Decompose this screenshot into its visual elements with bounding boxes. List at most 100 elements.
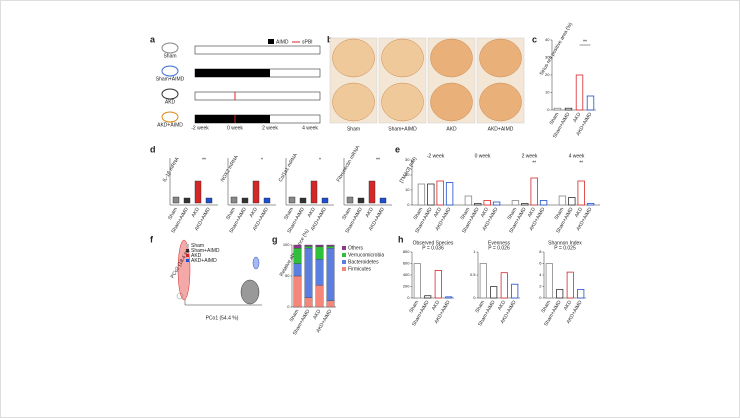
y-tick-label: 400 xyxy=(403,272,410,277)
y-tick-label: 1 xyxy=(473,249,476,254)
end: AKD xyxy=(191,206,202,218)
y-tick-label: 2 xyxy=(539,284,542,289)
bar-segment xyxy=(304,244,313,247)
legend-swatch xyxy=(186,244,189,247)
y-tick-label: 0 xyxy=(473,295,476,300)
tissue xyxy=(479,82,522,122)
bar-segment xyxy=(326,246,335,249)
bar xyxy=(464,195,473,206)
end: AKD xyxy=(527,206,538,218)
end: AKD xyxy=(365,206,376,218)
end: Sham xyxy=(549,112,561,126)
panel-label: g xyxy=(272,234,278,244)
bar xyxy=(564,107,573,111)
legend-swatch xyxy=(186,254,189,257)
box xyxy=(183,197,191,204)
bar xyxy=(558,195,567,206)
bar-segment xyxy=(304,247,313,298)
bar xyxy=(545,263,553,299)
bar xyxy=(417,183,426,206)
bar xyxy=(490,286,498,299)
box xyxy=(288,196,296,204)
box xyxy=(194,180,202,204)
bar xyxy=(445,182,454,206)
mouse-icon xyxy=(161,65,179,77)
bar-segment xyxy=(315,244,324,248)
tissue xyxy=(332,82,375,122)
group-label: Sham+AIMD xyxy=(156,76,185,82)
box xyxy=(241,197,249,204)
tissue xyxy=(430,82,473,122)
box xyxy=(299,197,307,204)
legend-swatch xyxy=(342,253,346,257)
box xyxy=(379,197,387,204)
legend-label: sPBI xyxy=(302,39,313,45)
bar xyxy=(575,74,584,111)
bar xyxy=(483,200,491,206)
end: AKD xyxy=(563,299,574,311)
image-caption: AKD+AIMD xyxy=(488,126,514,132)
group-title: 0 week xyxy=(475,153,491,159)
box xyxy=(346,196,354,204)
legend-label: Sham xyxy=(191,243,204,249)
bar xyxy=(511,283,519,299)
panel-label: c xyxy=(532,34,537,44)
bar xyxy=(521,203,529,206)
timepoint-label: 4 week xyxy=(302,125,318,131)
y-tick-label: 6 xyxy=(539,261,542,266)
cluster xyxy=(252,256,260,270)
timepoint-label: -2 week xyxy=(191,125,209,131)
y-tick-label: 20 xyxy=(405,172,410,177)
group-label: AKD xyxy=(165,99,176,105)
bar-segment xyxy=(304,297,313,308)
bar xyxy=(568,197,576,206)
end: Sham xyxy=(283,207,295,221)
end: Sham xyxy=(460,207,472,221)
end: AKD xyxy=(312,308,323,320)
mouse-icon xyxy=(161,42,179,54)
end: AKD xyxy=(572,111,583,123)
box xyxy=(252,180,260,204)
y-tick-label: 800 xyxy=(403,249,410,254)
chart-subtitle: P = 0.026 xyxy=(488,245,510,251)
timepoint-label: 0 week xyxy=(227,125,243,131)
y-tick-label: 0 xyxy=(539,295,542,300)
group-title: 2 week xyxy=(522,153,538,159)
bar-segment xyxy=(293,247,302,264)
end: Sham xyxy=(225,207,237,221)
image-caption: AKD xyxy=(446,126,457,132)
bar-segment xyxy=(293,263,302,277)
box xyxy=(310,180,318,204)
bar xyxy=(577,288,585,299)
bar xyxy=(500,272,508,299)
y-tick-label: 0 xyxy=(407,295,410,300)
bar-segment xyxy=(315,246,324,260)
tissue xyxy=(479,38,522,78)
y-tick-label: 0 xyxy=(547,107,550,112)
bar-segment xyxy=(293,275,302,308)
legend-label: AIMD xyxy=(276,39,289,45)
annotation: ** xyxy=(583,39,587,45)
bar xyxy=(577,180,585,206)
bar xyxy=(445,296,453,299)
y-tick-label: 4 xyxy=(539,272,542,277)
mouse-icon xyxy=(161,111,179,123)
mouse-icon xyxy=(161,88,179,100)
y-tick-label: 30 xyxy=(545,55,550,60)
legend-label: Verrucomicrobia xyxy=(348,252,384,258)
panel-label: h xyxy=(398,234,404,244)
box xyxy=(230,196,238,204)
tissue xyxy=(430,38,473,78)
y-tick-label: 600 xyxy=(403,261,410,266)
bar xyxy=(586,95,595,111)
bar xyxy=(530,177,538,206)
end: AKD xyxy=(307,206,318,218)
bar xyxy=(586,203,595,206)
end: AKD xyxy=(431,299,442,311)
y-tick-label: 8 xyxy=(539,249,542,254)
bar-segment xyxy=(326,244,335,247)
legend-label: AKD+AIMD xyxy=(191,258,217,264)
group-label: AKD+AIMD xyxy=(157,122,183,128)
box xyxy=(321,197,329,204)
box xyxy=(205,197,213,204)
